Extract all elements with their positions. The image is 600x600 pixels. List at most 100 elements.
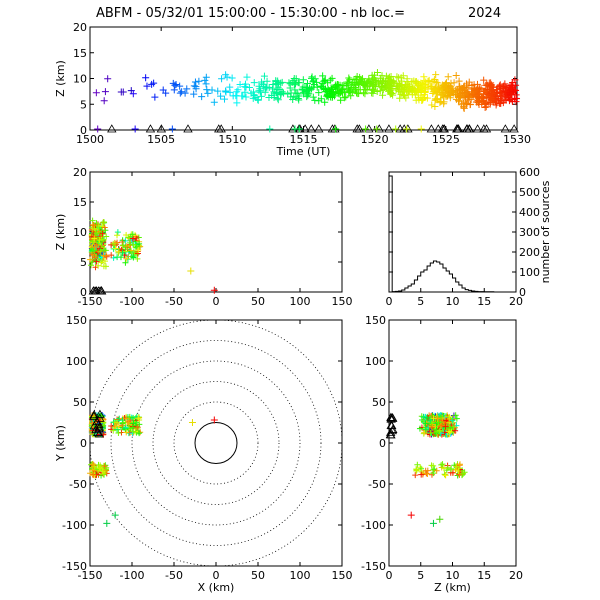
y-tick-label: 5 bbox=[80, 98, 87, 111]
x-height-point bbox=[128, 247, 135, 254]
time-height-point bbox=[446, 83, 454, 91]
time-height-point bbox=[463, 89, 471, 97]
ground-marker bbox=[306, 124, 316, 133]
z-y-point bbox=[428, 424, 435, 431]
range-ring bbox=[110, 340, 322, 546]
x-tick-label: 5 bbox=[417, 569, 424, 582]
time-height-point bbox=[261, 88, 269, 96]
y-tick-label: 20 bbox=[73, 21, 87, 34]
time-height-point bbox=[190, 90, 198, 98]
time-height-point bbox=[444, 87, 452, 95]
time-height-point bbox=[262, 84, 270, 92]
z-y-point bbox=[442, 472, 449, 479]
x-height-point bbox=[102, 258, 109, 265]
z-y-point bbox=[437, 423, 444, 430]
time-height-point bbox=[342, 93, 350, 101]
x-axis-label: Time (UT) bbox=[276, 145, 331, 158]
ground-marker bbox=[464, 124, 475, 133]
x-height-point bbox=[92, 257, 99, 264]
z-y-point bbox=[422, 420, 429, 427]
z-y-point bbox=[423, 414, 430, 421]
x-tick-label: -100 bbox=[120, 295, 145, 308]
time-height-point bbox=[464, 93, 472, 101]
z-y-point bbox=[428, 420, 435, 427]
time-height-point bbox=[460, 103, 468, 111]
z-y-point bbox=[444, 464, 451, 471]
z-y-point bbox=[449, 417, 456, 424]
time-height-point bbox=[337, 88, 345, 96]
x-height-point bbox=[91, 254, 98, 261]
time-height-point bbox=[408, 91, 416, 99]
ground-point bbox=[168, 125, 176, 133]
time-height-point bbox=[222, 71, 230, 79]
time-height-point bbox=[142, 74, 150, 82]
time-height-point bbox=[308, 85, 316, 93]
time-height-point bbox=[343, 79, 351, 87]
plan-point bbox=[97, 462, 104, 469]
time-height-point bbox=[455, 77, 463, 85]
time-height-point bbox=[378, 83, 386, 91]
time-height-point bbox=[431, 96, 439, 104]
z-y-point bbox=[452, 466, 459, 473]
time-height-point bbox=[365, 75, 373, 83]
time-height-point bbox=[418, 96, 426, 104]
x-height-point bbox=[120, 242, 127, 249]
x-height-point bbox=[122, 237, 129, 244]
time-height-point bbox=[258, 80, 266, 88]
time-height-point bbox=[308, 73, 316, 81]
time-height-point bbox=[289, 95, 297, 103]
x-tick-label: 1510 bbox=[218, 133, 246, 146]
ground-marker bbox=[385, 429, 396, 439]
x-tick-label: 0 bbox=[213, 569, 220, 582]
y-axis-label: Z (km) bbox=[54, 60, 67, 97]
ground-point bbox=[373, 125, 381, 133]
ground-point bbox=[131, 125, 139, 133]
y-tick-label: 20 bbox=[73, 166, 87, 179]
plan-point bbox=[134, 424, 141, 431]
time-height-point bbox=[346, 87, 354, 95]
time-height-point bbox=[321, 76, 329, 84]
z-y-point bbox=[448, 466, 455, 473]
ground-marker bbox=[300, 124, 310, 133]
time-height-point bbox=[361, 80, 369, 88]
x-height-outlier bbox=[210, 286, 218, 294]
time-height-point bbox=[238, 92, 246, 100]
plan-point bbox=[99, 468, 106, 475]
time-height-point bbox=[178, 88, 186, 96]
time-height-point bbox=[373, 69, 381, 77]
y-tick-label: -150 bbox=[361, 560, 386, 573]
time-height-point bbox=[414, 88, 422, 96]
time-height-point bbox=[501, 80, 509, 88]
ground-marker bbox=[107, 124, 117, 133]
z-y-point bbox=[418, 471, 425, 478]
x-height-outlier bbox=[187, 267, 195, 275]
x-height-point bbox=[123, 243, 130, 250]
plan-point bbox=[114, 426, 121, 433]
range-ring bbox=[131, 360, 301, 526]
z-y-outlier bbox=[429, 519, 437, 527]
time-height-point bbox=[512, 81, 520, 89]
time-height-point bbox=[228, 74, 236, 82]
y-tick-label: 300 bbox=[519, 226, 540, 239]
ground-marker bbox=[453, 124, 463, 133]
time-height-point bbox=[234, 86, 242, 94]
y-tick-label: 100 bbox=[519, 266, 540, 279]
plan-point bbox=[115, 430, 122, 437]
source-count: 2024 bbox=[468, 6, 501, 21]
time-height-point bbox=[304, 80, 312, 88]
time-height-point bbox=[398, 77, 406, 85]
x-height-point bbox=[112, 245, 119, 252]
time-height-point bbox=[429, 89, 437, 97]
ground-marker bbox=[145, 124, 156, 133]
y-tick-label: 100 bbox=[365, 355, 386, 368]
ground-point bbox=[362, 125, 370, 133]
ground-marker bbox=[183, 124, 193, 133]
title-text: ABFM - 05/32/01 15:00:00 - 15:30:00 - nb… bbox=[96, 6, 405, 21]
time-height-point bbox=[422, 78, 430, 86]
time-height-point bbox=[221, 95, 229, 103]
time-height-point bbox=[385, 73, 393, 81]
time-height-point bbox=[119, 88, 127, 96]
time-height-point bbox=[487, 89, 495, 97]
z-y-point bbox=[422, 426, 429, 433]
time-height-point bbox=[331, 82, 339, 90]
